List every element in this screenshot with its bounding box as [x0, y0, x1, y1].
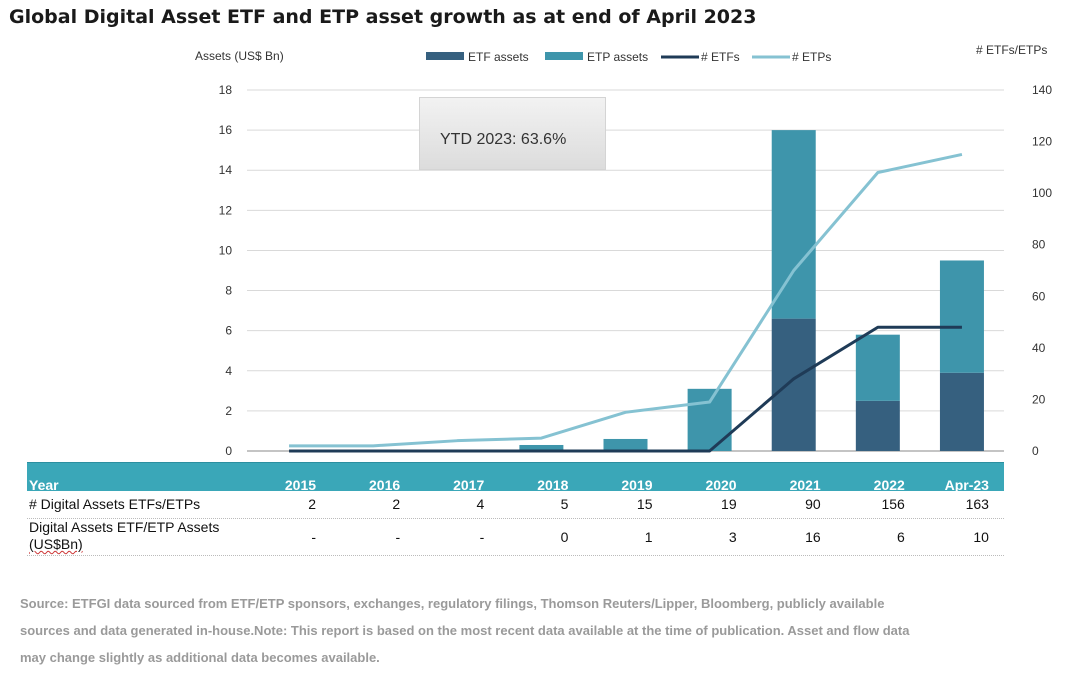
table-cell: - — [311, 529, 317, 545]
table-cell: 0 — [560, 529, 569, 545]
year-header-cell: 2017 — [453, 477, 485, 493]
left-tick-label: 4 — [225, 364, 232, 378]
bar-etp-assets — [687, 388, 732, 451]
bar-etp-assets — [939, 260, 984, 373]
legend: ETF assets ETP assets # ETFs # ETPs — [426, 50, 831, 64]
table-cell: 15 — [636, 496, 653, 512]
right-tick-label: 120 — [1032, 135, 1052, 149]
legend-label: # ETFs — [701, 50, 740, 64]
table-cell: 3 — [728, 529, 737, 545]
table-row-count: # Digital Assets ETFs/ETPs 2 2 4 5 15 19… — [27, 491, 1004, 519]
bar-series — [519, 130, 984, 451]
left-tick-label: 8 — [225, 284, 232, 298]
left-tick-label: 6 — [225, 324, 232, 338]
year-header: Year — [29, 477, 59, 493]
right-tick-label: 60 — [1032, 289, 1046, 303]
table-cell: - — [479, 529, 485, 545]
line-series — [289, 152, 963, 453]
right-tick-label: 20 — [1032, 392, 1046, 406]
table-cell: 163 — [965, 496, 989, 512]
left-tick-label: 2 — [225, 404, 232, 418]
right-tick-label: 140 — [1032, 83, 1052, 97]
data-table: Year 2015 2016 2017 2018 2019 2020 2021 … — [27, 462, 1004, 556]
right-tick-label: 80 — [1032, 238, 1046, 252]
bar-etf-assets — [771, 318, 816, 451]
legend-swatch — [545, 52, 583, 60]
row-label: # Digital Assets ETFs/ETPs — [29, 496, 201, 512]
table-cell: 5 — [560, 496, 569, 512]
table-header-row: Year 2015 2016 2017 2018 2019 2020 2021 … — [27, 462, 1004, 493]
ytd-annotation-box: YTD 2023: 63.6% — [419, 97, 606, 170]
bar-etf-assets — [855, 400, 900, 451]
row-label: Digital Assets ETF/ETP Assets (US$Bn) — [29, 519, 219, 553]
year-header-cell: 2019 — [621, 477, 653, 493]
source-line: may change slightly as additional data b… — [20, 650, 380, 665]
table-cell: 2 — [308, 496, 317, 512]
bar-etp-assets — [771, 130, 816, 319]
legend-swatch — [426, 52, 464, 60]
table-cell: 156 — [881, 496, 905, 512]
table-row-assets: Digital Assets ETF/ETP Assets (US$Bn) - … — [27, 519, 1004, 556]
table-cell: 6 — [897, 529, 905, 545]
year-header-cell: 2018 — [537, 477, 569, 493]
left-tick-label: 10 — [219, 243, 233, 257]
year-header-cell: 2022 — [873, 477, 905, 493]
left-tick-label: 14 — [219, 163, 233, 177]
left-tick-label: 12 — [219, 203, 233, 217]
source-line: sources and data generated in-house.Note… — [20, 623, 910, 638]
legend-label: ETF assets — [468, 50, 529, 64]
line--etfs — [289, 325, 962, 453]
year-header-cell: 2021 — [789, 477, 821, 493]
source-note: Source: ETFGI data sourced from ETF/ETP … — [20, 590, 1085, 671]
legend-label: # ETPs — [792, 50, 831, 64]
year-header-cell: Apr-23 — [944, 477, 989, 493]
right-axis-title: # ETFs/ETPs — [976, 43, 1047, 57]
table-cell: 90 — [805, 496, 821, 512]
table-cell: 19 — [721, 496, 737, 512]
left-axis-title: Assets (US$ Bn) — [195, 49, 284, 63]
ytd-annotation-text: YTD 2023: 63.6% — [440, 131, 567, 148]
left-tick-label: 16 — [219, 123, 233, 137]
table-cell: 16 — [805, 529, 821, 545]
year-header-cell: 2015 — [284, 477, 317, 493]
legend-label: ETP assets — [587, 50, 648, 64]
table-cell: 10 — [973, 529, 989, 545]
bar-etp-assets — [603, 438, 648, 451]
right-tick-label: 40 — [1032, 341, 1046, 355]
bar-etp-assets — [855, 334, 900, 401]
table-cell: 1 — [644, 529, 653, 545]
row-label-line1: Digital Assets ETF/ETP Assets — [29, 519, 220, 535]
source-line: Source: ETFGI data sourced from ETF/ETP … — [20, 596, 885, 611]
table-cell: 2 — [392, 496, 401, 512]
left-tick-label: 0 — [225, 444, 232, 458]
row-label-line2: (US$Bn) — [29, 536, 83, 552]
table-cell: - — [395, 529, 401, 545]
year-header-cell: 2020 — [705, 477, 737, 493]
line--etps — [289, 152, 963, 448]
table-cell: 4 — [476, 496, 485, 512]
left-axis-ticks: 0 2 4 6 8 10 12 14 16 18 — [219, 83, 233, 458]
right-tick-label: 100 — [1032, 186, 1052, 200]
bar-etf-assets — [939, 372, 984, 451]
left-tick-label: 18 — [219, 83, 233, 97]
year-header-cell: 2016 — [369, 477, 401, 493]
right-axis-ticks: 0 20 40 60 80 100 120 140 — [1032, 83, 1052, 458]
right-tick-label: 0 — [1032, 444, 1039, 458]
chart-title: Global Digital Asset ETF and ETP asset g… — [9, 6, 757, 28]
bar-etp-assets — [519, 444, 564, 451]
